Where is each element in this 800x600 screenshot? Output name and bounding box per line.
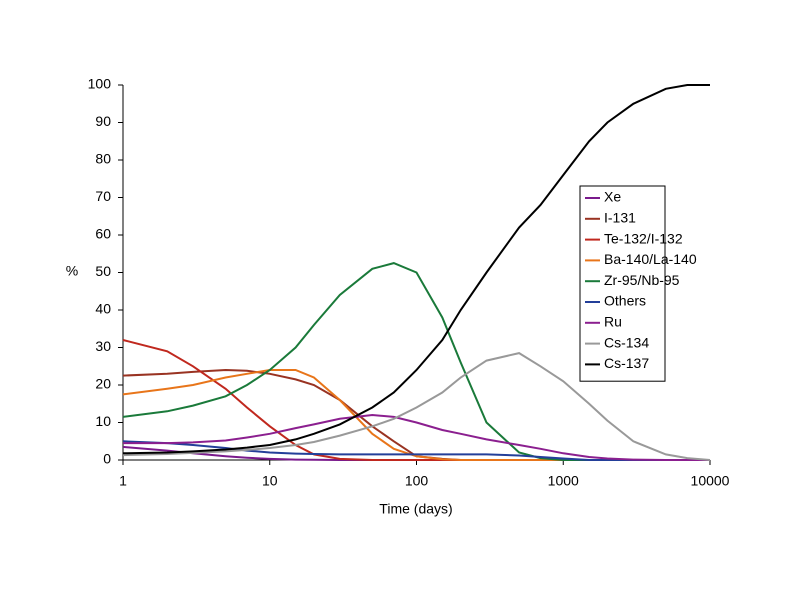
- x-tick-label: 1: [119, 473, 127, 489]
- y-tick-label: 30: [95, 338, 111, 354]
- y-tick-label: 50: [95, 263, 111, 279]
- y-tick-label: 20: [95, 376, 111, 392]
- y-tick-label: 60: [95, 226, 111, 242]
- x-tick-label: 1000: [548, 473, 579, 489]
- legend-label: Te-132/I-132: [604, 230, 683, 246]
- legend-label: Ba-140/La-140: [604, 251, 697, 267]
- series-line: [122, 352, 711, 461]
- series-line: [123, 413, 710, 461]
- series-line: [122, 84, 710, 455]
- legend-label: Cs-134: [604, 334, 649, 350]
- x-tick-label: 100: [405, 473, 429, 489]
- legend-label: Others: [604, 293, 646, 309]
- y-tick-label: 40: [95, 301, 111, 317]
- legend-label: Ru: [604, 314, 622, 330]
- y-tick-label: 80: [95, 151, 111, 167]
- y-tick-label: 70: [95, 188, 111, 204]
- legend-label: Xe: [604, 189, 621, 205]
- legend-label: Zr-95/Nb-95: [604, 272, 680, 288]
- y-tick-label: 90: [95, 113, 111, 129]
- legend-label: I-131: [604, 210, 636, 226]
- y-tick-label: 100: [88, 76, 112, 92]
- x-tick-label: 10000: [691, 473, 730, 489]
- y-axis-label: %: [66, 263, 78, 279]
- x-axis-label: Time (days): [379, 501, 452, 517]
- x-tick-label: 10: [262, 473, 278, 489]
- y-tick-label: 0: [103, 451, 111, 467]
- legend-label: Cs-137: [604, 355, 649, 371]
- y-tick-label: 10: [95, 413, 111, 429]
